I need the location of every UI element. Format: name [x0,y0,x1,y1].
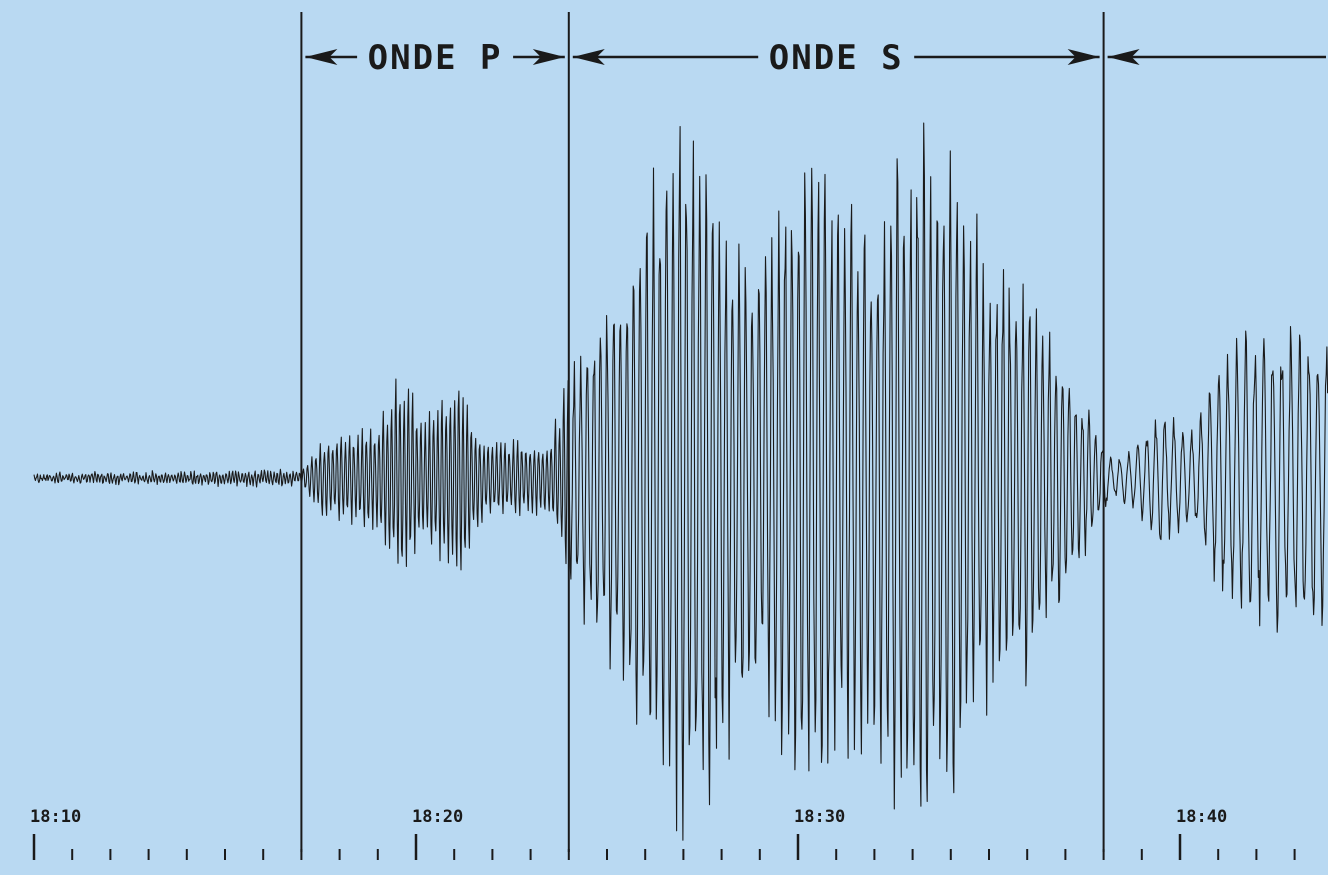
phase-arrow-head [1067,49,1100,65]
time-tick-label: 18:10 [30,807,81,827]
seismogram-trace [33,122,1328,841]
phase-arrow-head [532,49,565,65]
phase-arrows: ONDE P ONDE S [305,38,1326,78]
phase-arrow-head [305,49,338,65]
phase-arrow-head [572,49,605,65]
time-tick-label: 18:30 [794,807,845,827]
time-tick-label: 18:20 [412,807,463,827]
time-tick-label: 18:40 [1176,807,1227,827]
phase-label: ONDE S [769,38,904,78]
time-axis: 18:10 18:20 18:30 18:40 [30,807,1296,860]
phase-label: ONDE P [368,38,503,78]
trace-layer [33,122,1328,841]
phase-arrow-head [1107,49,1140,65]
